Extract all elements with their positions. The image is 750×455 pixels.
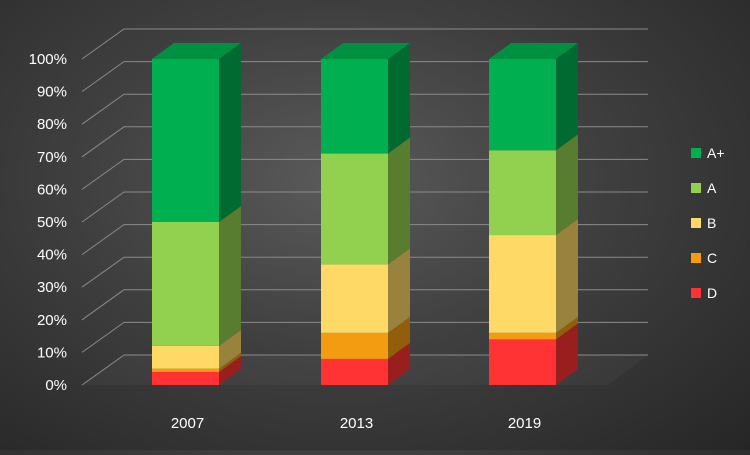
y-tick-label: 80% [37, 116, 67, 133]
bar-side-A+ [556, 43, 578, 151]
x-category-label: 2019 [508, 415, 541, 432]
legend: A+ A B C D [691, 145, 725, 301]
y-tick-label: 70% [37, 149, 67, 166]
legend-item-D: D [691, 285, 717, 301]
bar-side-A [219, 206, 241, 346]
bar-segment-D [321, 358, 388, 385]
bar-top-A+ [489, 43, 578, 59]
gridline [81, 256, 648, 288]
bar-segment-C [321, 332, 388, 359]
bar-segment-C [152, 368, 219, 372]
y-tick-label: 100% [29, 51, 67, 68]
bar-side-D [219, 355, 241, 385]
bar-side-A+ [388, 43, 410, 154]
legend-swatch [691, 253, 701, 263]
bar-side-A [556, 134, 578, 236]
legend-item-C: C [691, 250, 717, 266]
bar-side-C [219, 352, 241, 372]
bar-side-C [388, 316, 410, 359]
bar-segment-A+ [321, 59, 388, 154]
bar-stack-2019 [489, 43, 578, 385]
x-axis-labels: 2007 2013 2019 [171, 415, 541, 432]
y-tick-label: 90% [37, 84, 67, 101]
gridline [81, 126, 648, 158]
gridlines [81, 28, 648, 386]
bar-stack-2007 [152, 43, 241, 385]
bar-side-D [388, 342, 410, 385]
bar-segment-B [152, 345, 219, 369]
bar-segment-A+ [152, 59, 219, 222]
legend-swatch [691, 148, 701, 158]
bar-side-B [556, 219, 578, 333]
y-tick-label: 20% [37, 312, 67, 329]
bar-segment-A [321, 153, 388, 265]
gridline [81, 321, 648, 353]
bar-side-B [388, 248, 410, 333]
bar-top-A+ [152, 43, 241, 59]
gridline [81, 28, 648, 60]
legend-label: B [707, 215, 716, 231]
bar-segment-A [489, 150, 556, 236]
x-category-label: 2013 [340, 415, 373, 432]
bar-segment-A [152, 222, 219, 346]
bar-stack-2013 [321, 43, 410, 385]
gridline [81, 93, 648, 125]
legend-item-B: B [691, 215, 716, 231]
bar-side-C [556, 316, 578, 340]
bar-side-A+ [219, 43, 241, 222]
legend-swatch [691, 288, 701, 298]
gridline [81, 289, 648, 321]
bar-segment-C [489, 332, 556, 340]
bar-side-B [219, 329, 241, 369]
bar-side-A [388, 137, 410, 265]
legend-item-A+: A+ [691, 145, 725, 161]
legend-swatch [691, 218, 701, 228]
legend-label: A+ [707, 145, 725, 161]
gridline [81, 191, 648, 223]
bar-segment-A+ [489, 59, 556, 151]
bar-segment-D [489, 339, 556, 385]
bar-side-D [556, 323, 578, 385]
legend-swatch [691, 183, 701, 193]
y-tick-label: 50% [37, 214, 67, 231]
y-tick-label: 60% [37, 181, 67, 198]
bar-segment-B [321, 264, 388, 333]
gridline [81, 354, 648, 386]
legend-label: D [707, 285, 717, 301]
legend-label: A [707, 180, 717, 196]
y-tick-label: 10% [37, 344, 67, 361]
legend-item-A: A [691, 180, 717, 196]
gridline [81, 224, 648, 256]
y-tick-label: 30% [37, 279, 67, 296]
bar-segment-D [152, 371, 219, 385]
y-axis-ticks: 0% 10% 20% 30% 40% 50% 60% 70% 80% 90% 100% [29, 51, 67, 394]
gridline [81, 158, 648, 190]
bars [152, 43, 578, 385]
gridline [81, 61, 648, 93]
y-tick-label: 40% [37, 247, 67, 264]
bar-top-A+ [321, 43, 410, 59]
legend-label: C [707, 250, 717, 266]
y-tick-label: 0% [45, 377, 67, 394]
bar-segment-B [489, 235, 556, 333]
x-category-label: 2007 [171, 415, 204, 432]
